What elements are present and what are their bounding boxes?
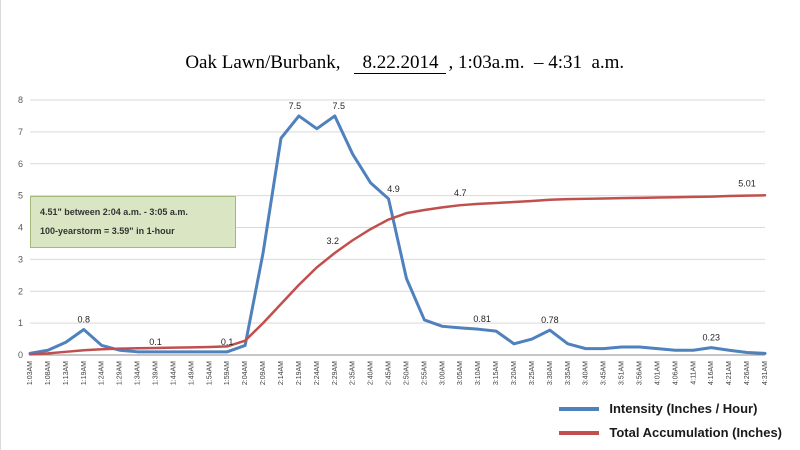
x-tick-label: 2:09AM [260, 361, 267, 385]
y-tick-label: 6 [18, 159, 23, 169]
point-label: 0.8 [78, 315, 91, 325]
x-tick-label: 1:49AM [188, 361, 195, 385]
x-tick-label: 3:56AM [637, 361, 644, 385]
x-tick-label: 1:19AM [81, 361, 88, 385]
x-tick-label: 2:04AM [242, 361, 249, 385]
y-tick-label: 0 [18, 350, 23, 360]
point-label: 7.5 [289, 101, 302, 111]
x-tick-label: 4:26AM [744, 361, 751, 385]
title-time-range: , 1:03a.m. – 4:31 a.m. [448, 52, 625, 73]
point-label: 4.7 [454, 188, 467, 198]
x-tick-label: 4:06AM [672, 361, 679, 385]
y-tick-label: 5 [18, 191, 23, 201]
x-tick-label: 3:45AM [601, 361, 608, 385]
x-tick-label: 1:34AM [135, 361, 142, 385]
legend-label-accumulation: Total Accumulation (Inches) [609, 425, 782, 440]
point-label: 0.81 [473, 314, 491, 324]
point-label: 0.78 [541, 315, 559, 325]
x-tick-label: 1:39AM [152, 361, 159, 385]
x-tick-label: 2:35AM [350, 361, 357, 385]
legend-item-accumulation: Total Accumulation (Inches) [559, 425, 782, 440]
y-tick-label: 7 [18, 127, 23, 137]
point-label: 0.1 [221, 337, 234, 347]
x-tick-label: 2:29AM [332, 361, 339, 385]
point-label: 3.2 [326, 236, 339, 246]
x-tick-label: 1:24AM [99, 361, 106, 385]
legend-item-intensity: Intensity (Inches / Hour) [559, 401, 782, 416]
x-tick-label: 3:05AM [457, 361, 464, 385]
x-tick-label: 4:16AM [708, 361, 715, 385]
x-tick-label: 3:35AM [565, 361, 572, 385]
point-label: 0.1 [149, 337, 162, 347]
x-tick-label: 2:40AM [368, 361, 375, 385]
x-tick-label: 3:40AM [583, 361, 590, 385]
x-tick-label: 3:20AM [511, 361, 518, 385]
annotation-line-2: 100-yearstorm = 3.59" in 1-hour [40, 226, 175, 236]
x-tick-label: 3:00AM [439, 361, 446, 385]
accumulation-line [28, 194, 767, 356]
y-tick-label: 1 [18, 318, 23, 328]
x-tick-label: 1:59AM [224, 361, 231, 385]
point-label: 5.01 [738, 179, 756, 189]
intensity-line-swatch [559, 406, 600, 411]
annotation-line-1: 4.51" between 2:04 a.m. - 3:05 a.m. [40, 207, 188, 217]
point-label: 7.5 [332, 101, 345, 111]
x-tick-label: 3:30AM [547, 361, 554, 385]
x-tick-label: 1:29AM [117, 361, 124, 385]
point-label: 4.9 [387, 184, 400, 194]
x-tick-label: 3:51AM [619, 361, 626, 385]
x-tick-label: 2:50AM [403, 361, 410, 385]
annotation-box: 4.51" between 2:04 a.m. - 3:05 a.m. 100-… [30, 196, 236, 248]
title-date: 8.22.2014 [354, 52, 447, 74]
intensity-line [28, 114, 767, 355]
x-tick-label: 3:25AM [529, 361, 536, 385]
y-tick-label: 8 [18, 95, 23, 105]
point-label: 0.23 [702, 333, 720, 343]
x-tick-label: 1:44AM [170, 361, 177, 385]
x-tick-label: 4:11AM [690, 361, 697, 385]
title-location: Oak Lawn/Burbank, [185, 52, 341, 73]
x-tick-label: 2:45AM [386, 361, 393, 385]
accumulation-line-swatch [559, 430, 600, 435]
rainfall-chart: 0 1 2 3 4 5 6 7 8 1:03AM 1:08AM 1:13AM 1:19AM 1:24AM 1… [18, 95, 769, 385]
x-tick-label: 2:24AM [314, 361, 321, 385]
y-tick-label: 3 [18, 254, 23, 264]
x-tick-label: 3:15AM [493, 361, 500, 385]
x-tick-label: 1:03AM [27, 361, 34, 385]
x-tick-label: 4:31AM [762, 361, 769, 385]
y-tick-label: 4 [18, 223, 23, 233]
page-title: Oak Lawn/Burbank, 8.22.2014, 1:03a.m. – 4… [0, 30, 800, 74]
chart-legend: Intensity (Inches / Hour) Total Accumula… [559, 401, 782, 440]
x-tick-label: 1:13AM [63, 361, 70, 385]
legend-label-intensity: Intensity (Inches / Hour) [609, 401, 758, 416]
x-tick-label: 1:54AM [206, 361, 213, 385]
x-tick-label: 3:10AM [475, 361, 482, 385]
x-tick-label: 1:08AM [45, 361, 52, 385]
x-tick-label: 2:19AM [296, 361, 303, 385]
y-tick-label: 2 [18, 286, 23, 296]
x-tick-label: 4:01AM [654, 361, 661, 385]
x-tick-label: 2:14AM [278, 361, 285, 385]
x-tick-label: 4:21AM [726, 361, 733, 385]
x-tick-label: 2:55AM [421, 361, 428, 385]
